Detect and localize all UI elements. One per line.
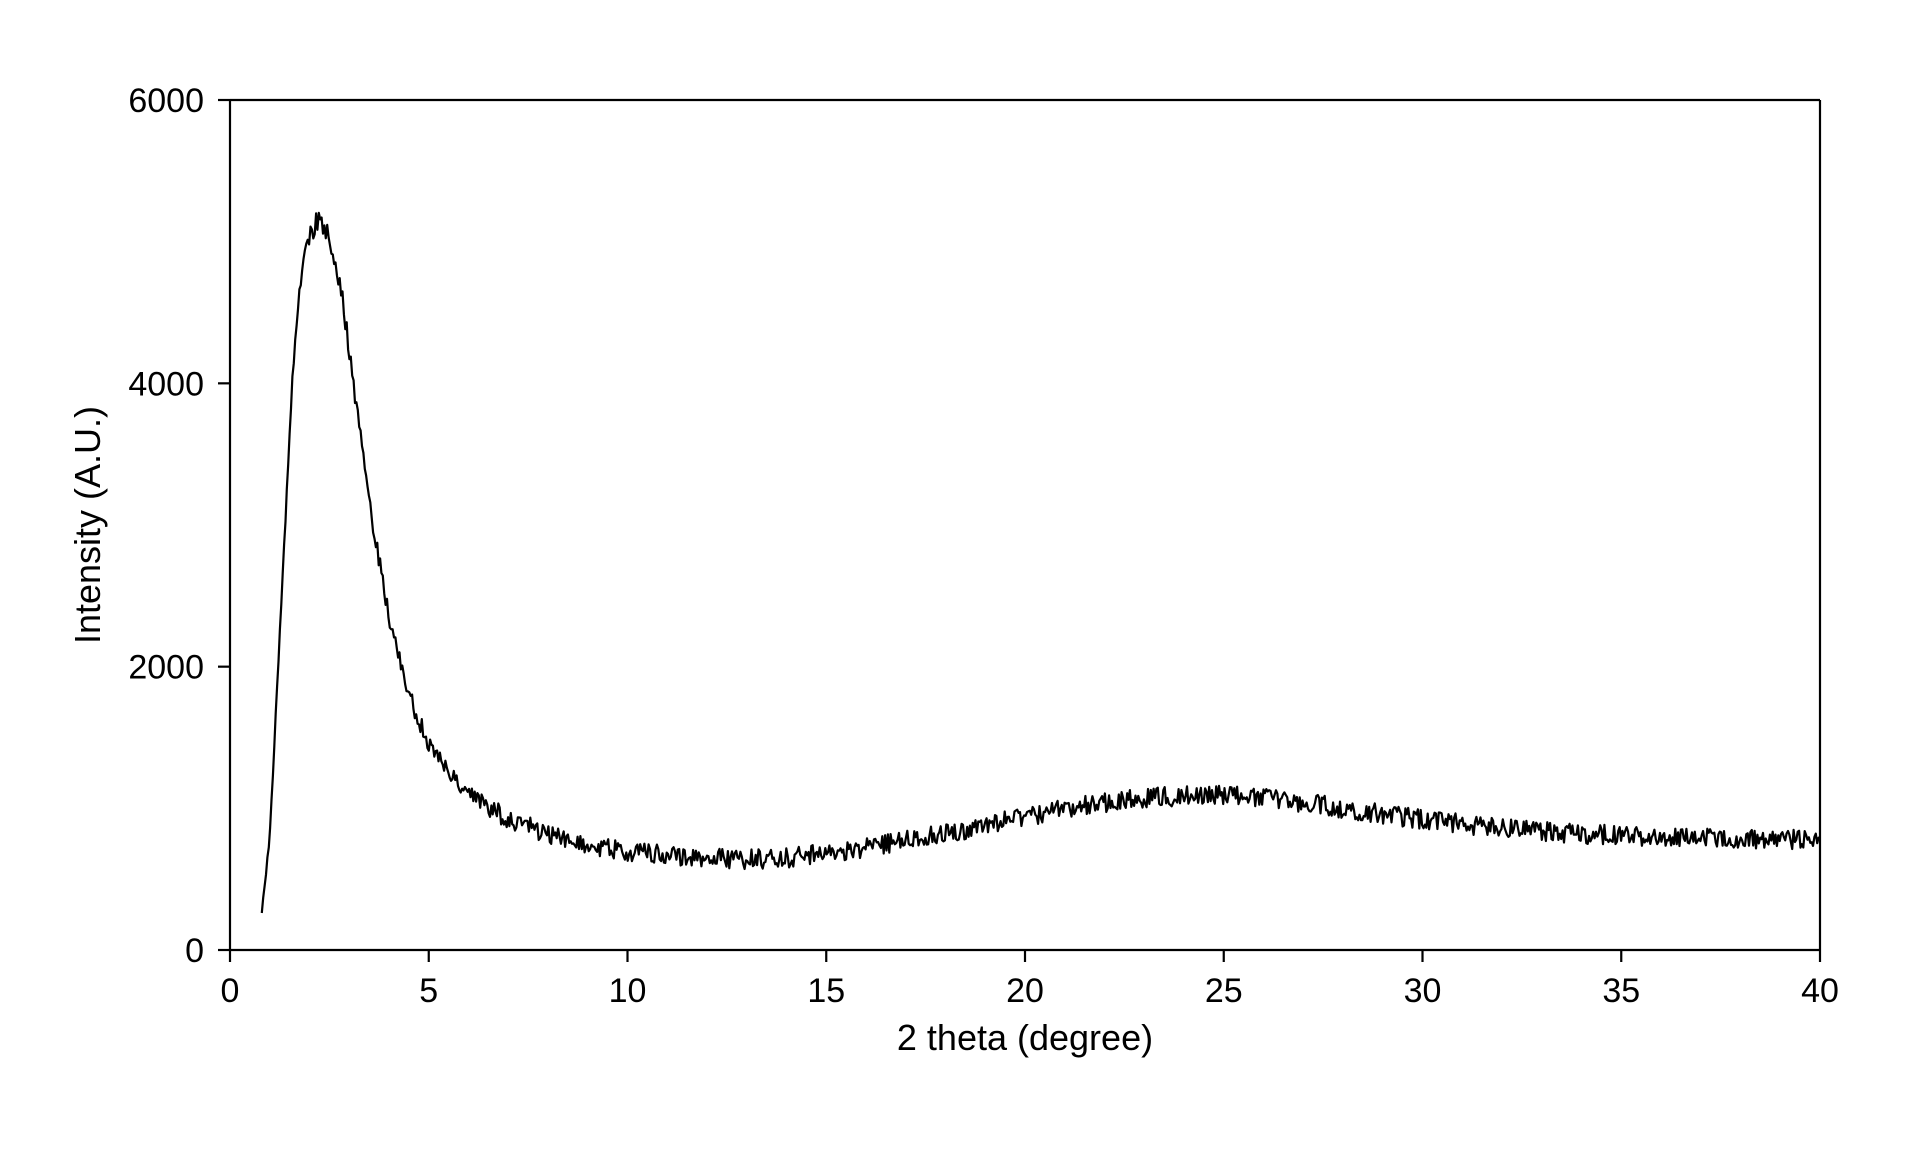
xrd-chart: 0 5 10 15 20 25 30 35 40 0 2000 4000 6000 2 theta (de… xyxy=(0,0,1918,1149)
x-tick-label: 10 xyxy=(609,972,647,1010)
intensity-trace xyxy=(262,213,1820,913)
y-tick-label: 0 xyxy=(185,932,204,970)
chart-svg: 0 5 10 15 20 25 30 35 40 0 2000 4000 6000 2 theta (de… xyxy=(0,0,1918,1149)
y-tick-label: 4000 xyxy=(128,365,204,403)
x-tick-label: 35 xyxy=(1602,972,1640,1010)
x-tick-label: 20 xyxy=(1006,972,1044,1010)
x-tick-label: 40 xyxy=(1801,972,1839,1010)
x-axis-label: 2 theta (degree) xyxy=(897,1017,1153,1058)
y-tick-label: 2000 xyxy=(128,649,204,687)
x-tick-label: 30 xyxy=(1404,972,1442,1010)
x-tick-label: 0 xyxy=(221,972,240,1010)
x-tick-label: 15 xyxy=(807,972,845,1010)
x-tick-label: 25 xyxy=(1205,972,1243,1010)
y-axis-label: Intensity (A.U.) xyxy=(67,406,108,644)
y-tick-label: 6000 xyxy=(128,82,204,120)
x-tick-label: 5 xyxy=(419,972,438,1010)
